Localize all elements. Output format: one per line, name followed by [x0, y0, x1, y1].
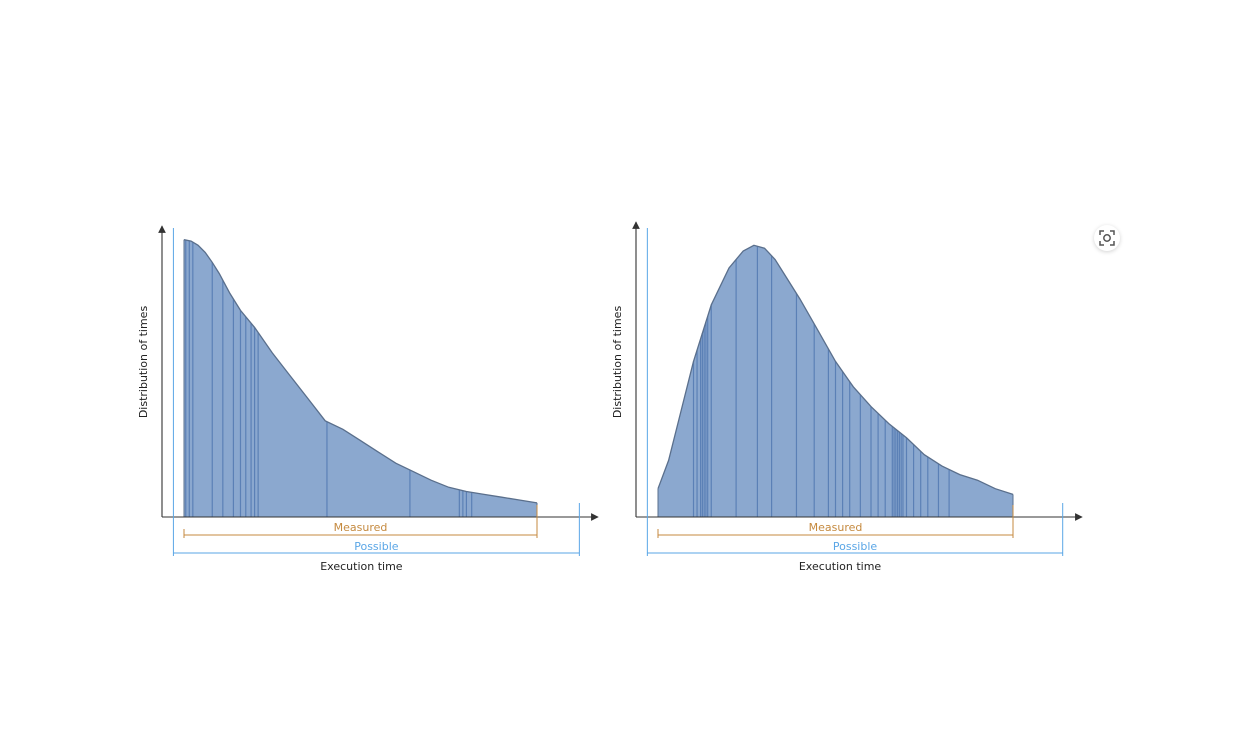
possible-label: Possible	[833, 540, 878, 553]
distribution-curve	[657, 244, 1014, 496]
right-chart: Measured Possible Execution time Distributi…	[611, 221, 1083, 573]
y-axis-title: Distribution of times	[137, 306, 150, 419]
possible-label: Possible	[354, 540, 399, 553]
distribution-area	[184, 239, 537, 517]
left-chart: Measured Possible Execution time Distributi…	[137, 225, 599, 573]
measured-label: Measured	[809, 521, 863, 534]
y-axis-title: Distribution of times	[611, 306, 624, 419]
distribution-curve	[183, 239, 538, 504]
x-axis-title: Execution time	[799, 560, 882, 573]
visual-search-icon	[1099, 230, 1115, 246]
x-axis-title: Execution time	[320, 560, 403, 573]
measured-label: Measured	[334, 521, 388, 534]
visual-search-button[interactable]	[1094, 225, 1120, 251]
